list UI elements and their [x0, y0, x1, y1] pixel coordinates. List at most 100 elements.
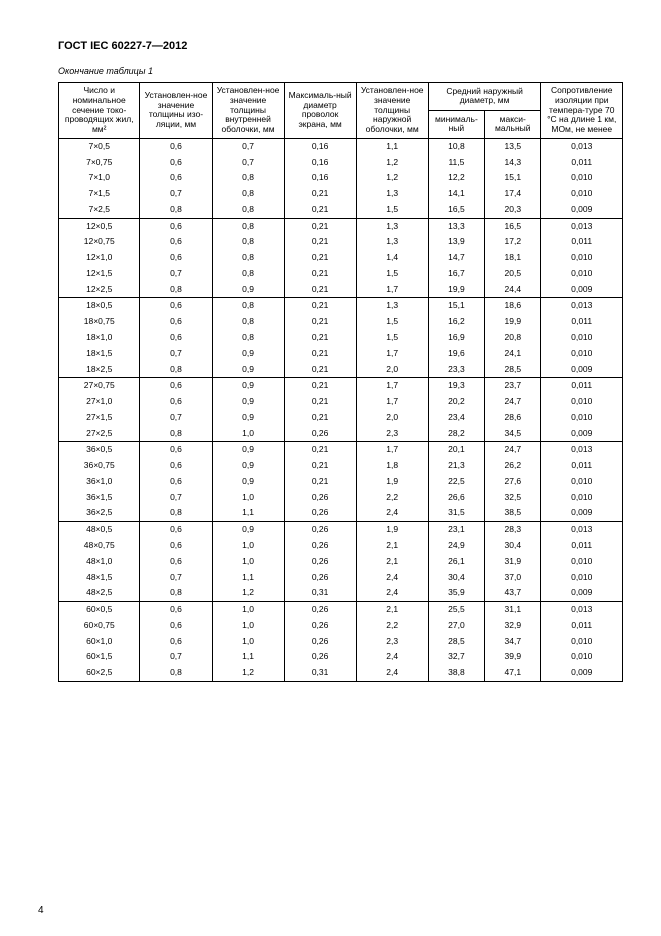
- table-cell: 0,8: [140, 585, 212, 601]
- table-cell: 0,26: [284, 538, 356, 554]
- table-row: 48×1,00,61,00,262,126,131,90,010: [59, 554, 623, 570]
- table-cell: 0,6: [140, 218, 212, 234]
- col-header-resistance: Сопротивление изоляции при темпера-туре …: [541, 83, 623, 139]
- table-row: 27×1,50,70,90,212,023,428,60,010: [59, 410, 623, 426]
- table-cell: 2,4: [356, 585, 428, 601]
- table-cell: 35,9: [428, 585, 484, 601]
- table-cell: 0,9: [212, 442, 284, 458]
- table-cell: 0,21: [284, 346, 356, 362]
- table-cell: 0,8: [212, 186, 284, 202]
- table-cell: 38,5: [485, 505, 541, 521]
- table-cell: 0,009: [541, 505, 623, 521]
- table-cell: 7×0,75: [59, 155, 140, 171]
- table-row: 7×0,50,60,70,161,110,813,50,013: [59, 138, 623, 154]
- table-cell: 0,21: [284, 266, 356, 282]
- table-cell: 0,6: [140, 378, 212, 394]
- table-cell: 0,8: [212, 266, 284, 282]
- col-header-inner-sheath: Установлен-ное значение толщины внутренн…: [212, 83, 284, 139]
- table-cell: 28,3: [485, 522, 541, 538]
- table-cell: 32,5: [485, 490, 541, 506]
- table-cell: 0,6: [140, 522, 212, 538]
- table-cell: 0,7: [140, 186, 212, 202]
- page-number: 4: [38, 905, 44, 916]
- table-row: 18×1,50,70,90,211,719,624,10,010: [59, 346, 623, 362]
- table-row: 18×0,50,60,80,211,315,118,60,013: [59, 298, 623, 314]
- table-cell: 48×1,0: [59, 554, 140, 570]
- col-header-outer-sheath: Установлен-ное значение толщины наружной…: [356, 83, 428, 139]
- table-cell: 26,6: [428, 490, 484, 506]
- page: ГОСТ IEC 60227-7—2012 Окончание таблицы …: [0, 0, 661, 936]
- table-cell: 0,010: [541, 474, 623, 490]
- table-cell: 0,16: [284, 170, 356, 186]
- table-cell: 0,010: [541, 330, 623, 346]
- table-cell: 36×2,5: [59, 505, 140, 521]
- table-cell: 0,21: [284, 282, 356, 298]
- table-row: 12×1,00,60,80,211,414,718,10,010: [59, 250, 623, 266]
- table-cell: 0,7: [140, 490, 212, 506]
- table-cell: 14,7: [428, 250, 484, 266]
- table-cell: 12×0,75: [59, 234, 140, 250]
- table-cell: 16,2: [428, 314, 484, 330]
- table-cell: 24,4: [485, 282, 541, 298]
- table-cell: 0,011: [541, 538, 623, 554]
- table-cell: 1,0: [212, 490, 284, 506]
- table-cell: 1,0: [212, 602, 284, 618]
- table-cell: 27,6: [485, 474, 541, 490]
- table-cell: 0,7: [140, 649, 212, 665]
- table-cell: 0,8: [140, 282, 212, 298]
- table-cell: 0,9: [212, 346, 284, 362]
- table-cell: 12×0,5: [59, 218, 140, 234]
- table-cell: 27×1,5: [59, 410, 140, 426]
- table-cell: 24,9: [428, 538, 484, 554]
- table-cell: 39,9: [485, 649, 541, 665]
- table-cell: 16,5: [428, 202, 484, 218]
- table-cell: 0,21: [284, 442, 356, 458]
- table-cell: 0,8: [212, 250, 284, 266]
- table-row: 48×1,50,71,10,262,430,437,00,010: [59, 570, 623, 586]
- table-cell: 10,8: [428, 138, 484, 154]
- table-row: 18×2,50,80,90,212,023,328,50,009: [59, 362, 623, 378]
- table-cell: 1,8: [356, 458, 428, 474]
- table-cell: 0,7: [140, 346, 212, 362]
- table-row: 48×0,50,60,90,261,923,128,30,013: [59, 522, 623, 538]
- table-cell: 7×0,5: [59, 138, 140, 154]
- table-cell: 1,9: [356, 522, 428, 538]
- table-cell: 0,26: [284, 570, 356, 586]
- table-cell: 0,011: [541, 234, 623, 250]
- table-cell: 0,7: [140, 410, 212, 426]
- table-cell: 1,5: [356, 266, 428, 282]
- table-row: 12×0,750,60,80,211,313,917,20,011: [59, 234, 623, 250]
- table-cell: 0,8: [212, 202, 284, 218]
- table-cell: 27×2,5: [59, 426, 140, 442]
- table-cell: 21,3: [428, 458, 484, 474]
- table-cell: 2,1: [356, 602, 428, 618]
- table-cell: 0,9: [212, 458, 284, 474]
- table-cell: 36×1,5: [59, 490, 140, 506]
- table-cell: 0,21: [284, 314, 356, 330]
- table-cell: 1,0: [212, 538, 284, 554]
- table-cell: 0,6: [140, 442, 212, 458]
- table-row: 36×0,750,60,90,211,821,326,20,011: [59, 458, 623, 474]
- table-cell: 1,0: [212, 554, 284, 570]
- table-row: 48×0,750,61,00,262,124,930,40,011: [59, 538, 623, 554]
- table-cell: 0,013: [541, 442, 623, 458]
- table-cell: 23,4: [428, 410, 484, 426]
- table-cell: 0,6: [140, 155, 212, 171]
- data-table: Число и номинальное сечение токо-проводя…: [58, 82, 623, 682]
- table-cell: 26,1: [428, 554, 484, 570]
- table-cell: 0,8: [140, 362, 212, 378]
- table-cell: 18×0,5: [59, 298, 140, 314]
- table-cell: 0,7: [212, 155, 284, 171]
- table-cell: 0,21: [284, 362, 356, 378]
- table-cell: 1,7: [356, 282, 428, 298]
- table-cell: 0,21: [284, 410, 356, 426]
- table-cell: 25,5: [428, 602, 484, 618]
- table-row: 27×0,750,60,90,211,719,323,70,011: [59, 378, 623, 394]
- table-cell: 34,5: [485, 426, 541, 442]
- table-cell: 1,7: [356, 442, 428, 458]
- table-cell: 1,3: [356, 234, 428, 250]
- table-cell: 0,013: [541, 138, 623, 154]
- table-cell: 2,4: [356, 649, 428, 665]
- table-row: 36×0,50,60,90,211,720,124,70,013: [59, 442, 623, 458]
- table-cell: 24,7: [485, 394, 541, 410]
